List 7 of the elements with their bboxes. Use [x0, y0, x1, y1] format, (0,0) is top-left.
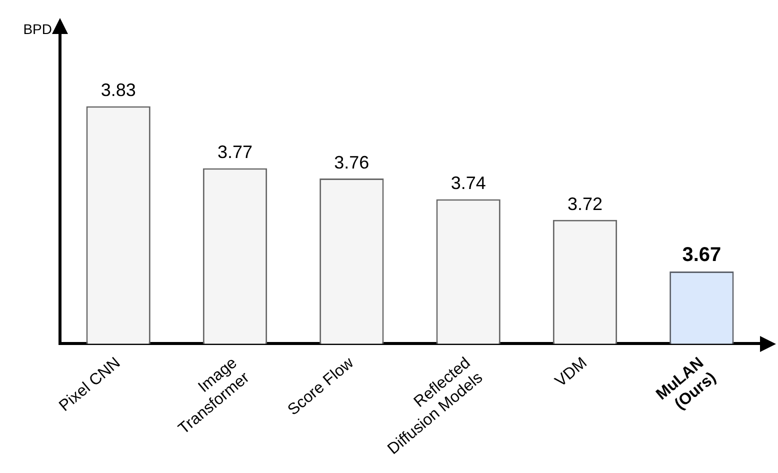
data-label: 3.67: [682, 244, 722, 266]
data-label: 3.72: [567, 194, 603, 214]
data-label: 3.83: [100, 80, 136, 100]
text: BPD: [23, 20, 52, 37]
data-label: 3.76: [334, 152, 370, 173]
data-label: 3.74: [450, 173, 486, 194]
data-label: 3.77: [217, 142, 253, 162]
